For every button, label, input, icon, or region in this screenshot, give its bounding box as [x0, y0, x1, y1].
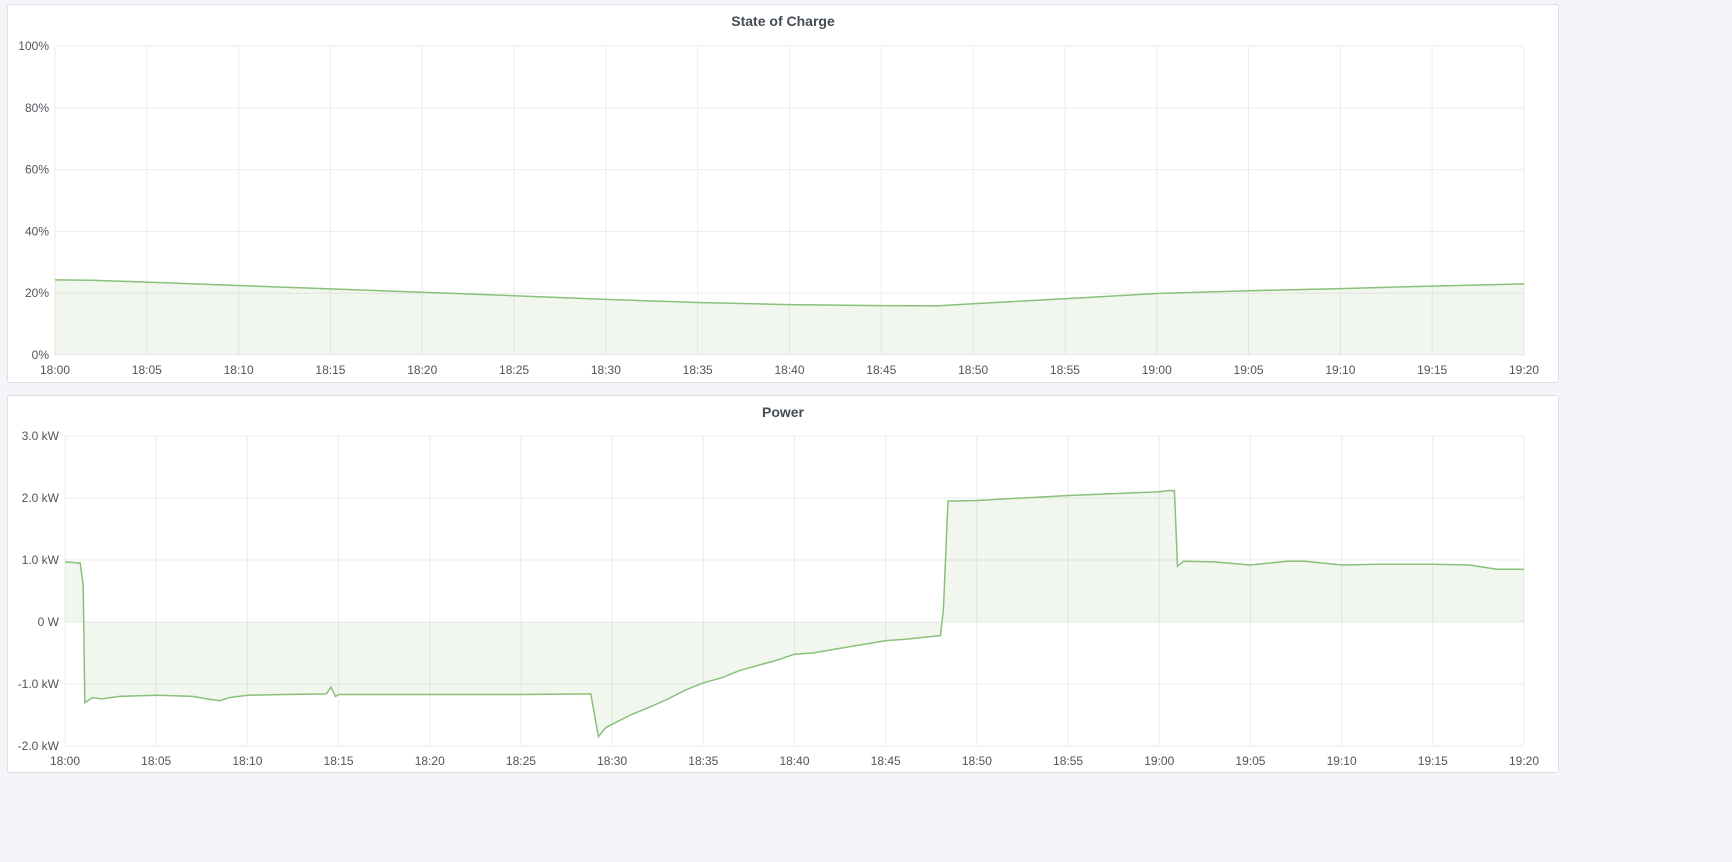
soc-chart: 0% 20% 40% 60% 80% 100% 18:00 18:05 18:10 18:15 18…	[18, 39, 1539, 377]
x-tick-label: 19:20	[1509, 363, 1539, 377]
x-tick-label: 18:25	[499, 363, 529, 377]
x-tick-label: 18:00	[40, 363, 70, 377]
x-tick-label: 18:30	[597, 754, 627, 768]
y-tick-label: 60%	[25, 163, 49, 177]
series-area	[55, 279, 1524, 355]
x-tick-label: 18:25	[506, 754, 536, 768]
x-tick-label: 19:10	[1325, 363, 1355, 377]
x-tick-label: 18:40	[774, 363, 804, 377]
x-tick-label: 18:00	[50, 754, 80, 768]
power-panel: Power -2.0 kW -1.0 kW 0 W 1.0 kW 2.0 kW 3.0 k…	[7, 395, 1559, 773]
series-area	[65, 490, 1524, 737]
y-tick-label: 0%	[32, 348, 50, 362]
power-title: Power	[761, 404, 804, 420]
soc-title: State of Charge	[731, 13, 835, 29]
x-tick-label: 18:55	[1053, 754, 1083, 768]
y-tick-label: 3.0 kW	[22, 429, 60, 443]
x-tick-label: 18:20	[407, 363, 437, 377]
x-tick-label: 18:05	[141, 754, 171, 768]
x-tick-label: 19:00	[1142, 363, 1172, 377]
x-tick-label: 19:05	[1235, 754, 1265, 768]
x-tick-label: 19:05	[1234, 363, 1264, 377]
x-tick-label: 18:45	[866, 363, 896, 377]
y-tick-label: -2.0 kW	[18, 739, 60, 753]
x-tick-label: 18:55	[1050, 363, 1080, 377]
y-tick-label: 0 W	[38, 615, 60, 629]
x-tick-label: 19:20	[1509, 754, 1539, 768]
x-tick-label: 18:50	[962, 754, 992, 768]
x-tick-label: 18:10	[224, 363, 254, 377]
x-tick-label: 18:40	[779, 754, 809, 768]
series-line	[64, 489, 1524, 739]
x-tick-label: 18:30	[591, 363, 621, 377]
x-tick-label: 18:10	[232, 754, 262, 768]
y-tick-label: 80%	[25, 101, 49, 115]
x-tick-label: 19:15	[1418, 754, 1448, 768]
x-tick-label: 18:35	[683, 363, 713, 377]
power-chart: -2.0 kW -1.0 kW 0 W 1.0 kW 2.0 kW 3.0 kW 18:00…	[18, 429, 1540, 768]
x-tick-label: 18:20	[415, 754, 445, 768]
x-tick-label: 18:50	[958, 363, 988, 377]
series-line	[54, 279, 1525, 307]
x-tick-label: 19:10	[1327, 754, 1357, 768]
x-tick-label: 18:05	[132, 363, 162, 377]
x-tick-label: 18:45	[871, 754, 901, 768]
x-tick-label: 18:15	[324, 754, 354, 768]
x-tick-label: 19:00	[1144, 754, 1174, 768]
y-tick-label: 1.0 kW	[22, 553, 60, 567]
x-tick-label: 18:35	[688, 754, 718, 768]
y-tick-label: -1.0 kW	[18, 677, 60, 691]
soc-panel: State of Charge 0% 20% 40% 60% 80% 100% 18:00 1…	[7, 4, 1559, 383]
y-tick-label: 2.0 kW	[22, 491, 60, 505]
y-tick-label: 100%	[18, 39, 49, 53]
y-tick-label: 40%	[25, 224, 49, 238]
x-tick-label: 18:15	[315, 363, 345, 377]
x-tick-label: 19:15	[1417, 363, 1447, 377]
y-tick-label: 20%	[25, 286, 49, 300]
